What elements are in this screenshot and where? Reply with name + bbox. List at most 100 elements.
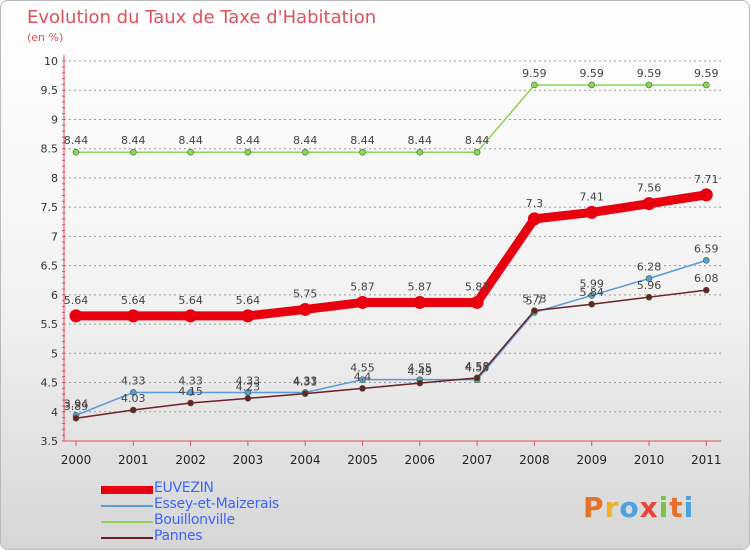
data-point [473,148,481,156]
data-point [301,390,309,397]
y-tick-label: 4 [51,406,58,419]
data-label: 9.59 [522,67,547,80]
data-point [702,81,710,89]
x-tick-label: 2011 [691,453,722,467]
x-tick-label: 2003 [233,453,264,467]
data-label: 5.64 [64,294,89,307]
data-point [359,385,366,392]
x-tick-label: 2004 [290,453,321,467]
data-label: 8.44 [121,134,146,147]
y-tick-label: 10 [44,55,58,68]
data-point [470,295,484,309]
data-point [72,148,80,156]
data-point [588,81,596,89]
y-tick-label: 9.5 [41,84,59,97]
legend-label: Pannes [154,528,203,544]
data-label: 5.96 [637,279,662,292]
data-label: 6.28 [637,260,662,273]
y-tick-label: 4.5 [41,377,59,390]
series-line-euvezin [71,190,711,321]
x-tick-label: 2001 [118,453,149,467]
x-tick-label: 2006 [405,453,436,467]
legend-swatch [101,505,153,507]
data-label: 4.58 [465,360,490,373]
data-label: 4.49 [408,365,433,378]
legend-label: Bouillonville [154,512,235,528]
data-point [473,374,481,382]
data-label: 8.44 [236,134,261,147]
data-label: 3.94 [64,397,89,410]
data-point [585,205,599,219]
data-point [702,257,710,264]
data-point [241,309,255,323]
proxiti-logo: Proxiti [583,491,694,524]
data-label: 8.44 [408,134,433,147]
x-tick-label: 2000 [61,453,92,467]
data-label: 4.4 [354,370,372,383]
data-point [187,399,194,407]
data-label: 5.64 [236,294,261,307]
data-point [187,389,194,396]
x-tick-label: 2010 [634,453,665,467]
data-label: 4.23 [236,380,261,393]
logo-letter: t [669,491,684,524]
data-label: 8.44 [293,134,318,147]
data-label: 8.44 [350,134,375,147]
data-point [642,197,656,211]
series-line-pannes [75,289,708,419]
y-tick-label: 6.5 [41,260,59,273]
data-label: 4.33 [293,374,318,387]
data-label: 4.33 [236,374,261,387]
data-point [645,81,653,89]
data-label: 4.55 [408,362,433,375]
data-point [702,286,710,294]
data-label: 8.44 [465,134,490,147]
series-line-bouillonville [75,84,708,153]
data-label: 9.59 [694,67,719,80]
y-tick-label: 5.5 [41,318,59,331]
data-point [244,395,252,402]
data-point [244,148,252,156]
data-label: 6.59 [694,242,719,255]
data-label: 5.75 [293,287,318,300]
data-label: 5.87 [465,280,490,293]
data-label: 5.73 [522,293,547,306]
data-point [588,292,596,299]
data-point [359,148,366,156]
data-point [645,293,653,301]
x-tick-label: 2007 [462,453,493,467]
data-point [416,379,424,387]
x-tick-label: 2008 [519,453,550,467]
y-tick-label: 3.5 [41,435,59,448]
legend-swatch [101,486,153,494]
data-label: 5.7 [526,294,544,307]
data-label: 5.99 [579,277,604,290]
data-label: 9.59 [637,67,662,80]
y-tick-label: 7 [51,230,58,243]
y-tick-label: 9 [51,113,58,126]
data-point [69,309,83,323]
data-point [184,309,198,323]
data-label: 4.31 [293,376,318,389]
data-point [531,81,538,89]
y-tick-label: 8 [51,172,58,185]
data-label: 4.55 [350,362,375,375]
data-label: 4.55 [465,362,490,375]
data-label: 4.15 [178,385,203,398]
logo-letter: o [619,491,640,524]
legend-swatch [101,537,153,539]
data-point [527,212,541,226]
data-label: 9.59 [579,67,604,80]
data-label: 6.08 [694,272,719,285]
data-label: 7.41 [579,190,604,203]
data-label: 8.44 [178,134,203,147]
logo-letter: r [604,491,620,524]
x-tick-label: 2009 [576,453,607,467]
data-point [301,148,309,156]
logo-letter: x [639,491,659,524]
y-tick-label: 5 [51,347,58,360]
data-label: 3.89 [64,400,89,413]
chart-title: Evolution du Taux de Taxe d'Habitation [27,7,377,28]
data-label: 5.87 [350,280,375,293]
